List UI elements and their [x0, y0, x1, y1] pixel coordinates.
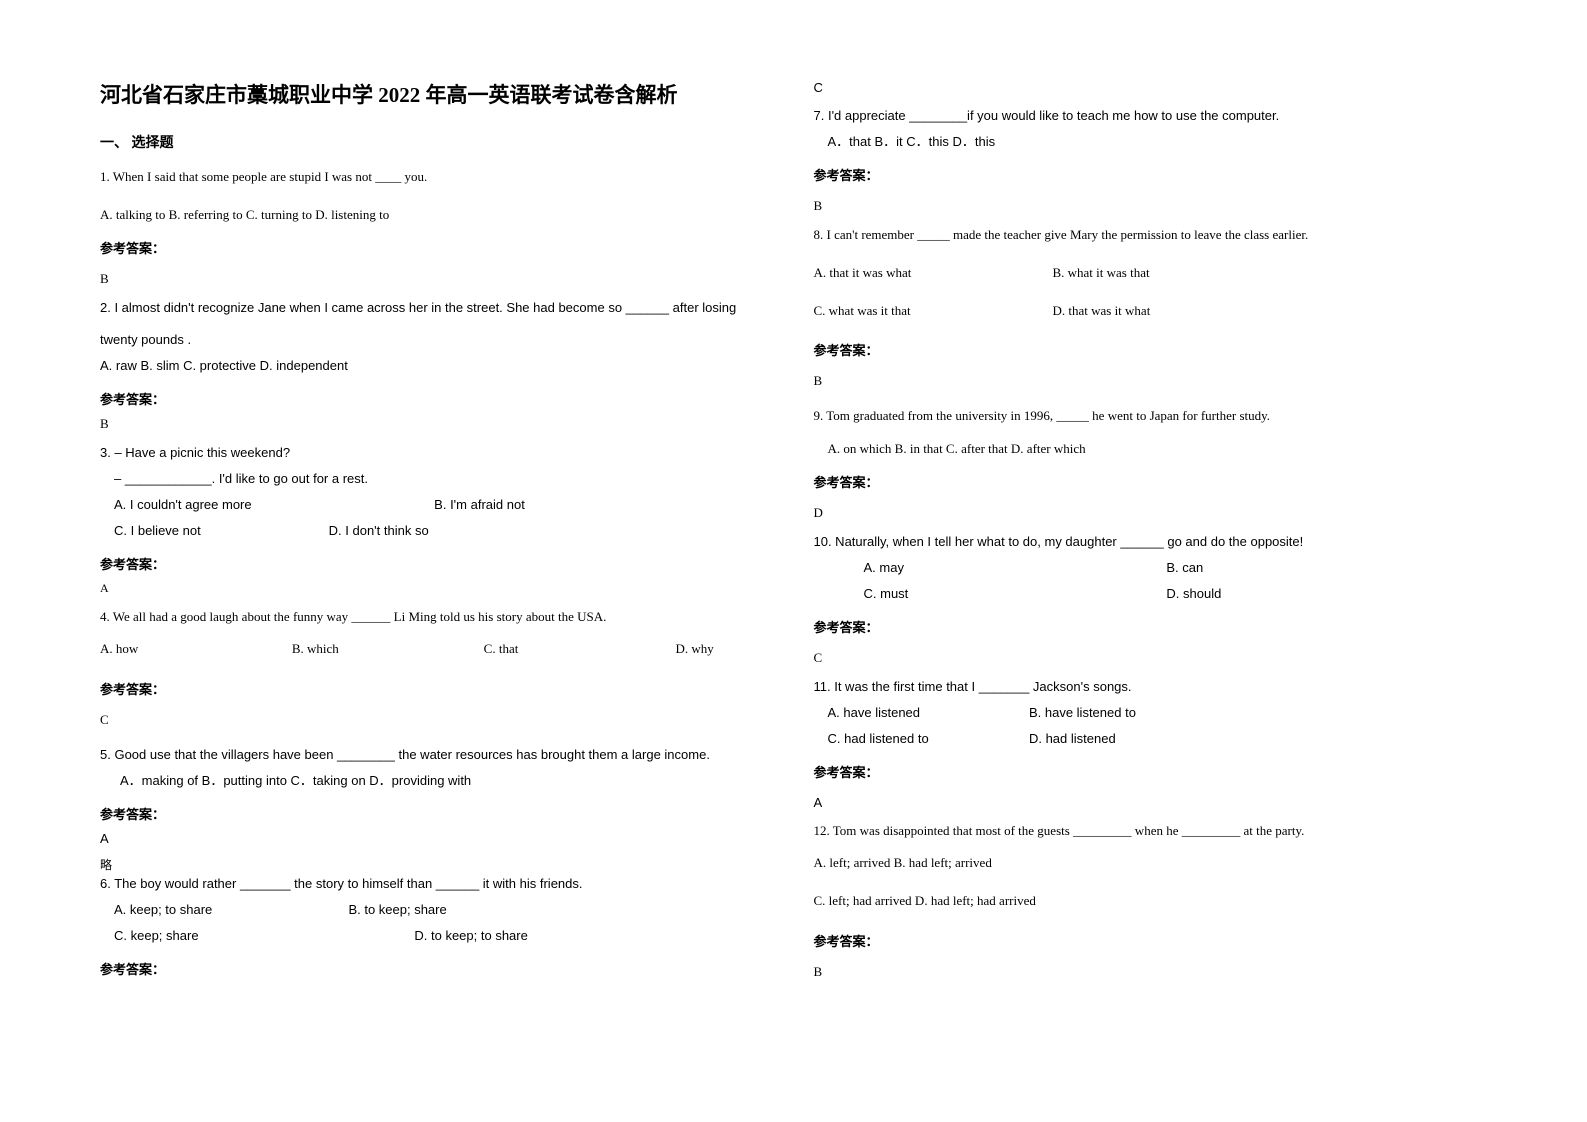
q6-text: 6. The boy would rather _______ the stor… [100, 873, 774, 895]
q8-text: 8. I can't remember _____ made the teach… [814, 224, 1488, 246]
answer-label: 参考答案： [100, 238, 774, 257]
answer-label: 参考答案： [100, 959, 774, 978]
q3-text: 3. – Have a picnic this weekend? [100, 442, 774, 464]
q11-text: 11. It was the first time that I _______… [814, 676, 1488, 698]
q11-answer: A [814, 795, 1488, 810]
q8-answer: B [814, 373, 1488, 389]
answer-label: 参考答案： [814, 617, 1488, 636]
q3-options-row2: C. I believe not D. I don't think so [100, 520, 774, 542]
q9-options: A. on which B. in that C. after that D. … [814, 438, 1488, 460]
q6-options-row2: C. keep; share D. to keep; to share [100, 925, 774, 947]
question-2: 2. I almost didn't recognize Jane when I… [100, 297, 774, 381]
q8-options-row2: C. what was it that D. that was it what [814, 300, 1488, 322]
answer-label: 参考答案： [100, 554, 774, 573]
q1-answer: B [100, 271, 774, 287]
q11-optC: C. had listened to [828, 728, 1026, 750]
question-5: 5. Good use that the villagers have been… [100, 744, 774, 796]
q3-optD: D. I don't think so [329, 523, 429, 538]
q4-optD: D. why [675, 641, 713, 656]
q12-text: 12. Tom was disappointed that most of th… [814, 820, 1488, 842]
q3-optB: B. I'm afraid not [434, 497, 525, 512]
q1-options: A. talking to B. referring to C. turning… [100, 204, 774, 226]
q10-optC: C. must [864, 583, 1163, 605]
q6-answer: C [814, 80, 1488, 95]
q6-optA: A. keep; to share [114, 899, 345, 921]
q8-options-row1: A. that it was what B. what it was that [814, 262, 1488, 284]
answer-label: 参考答案： [814, 762, 1488, 781]
q3-text2: – ____________. I'd like to go out for a… [100, 468, 774, 490]
q3-options-row1: A. I couldn't agree more B. I'm afraid n… [100, 494, 774, 516]
q11-options-row1: A. have listened B. have listened to [814, 702, 1488, 724]
right-column: C 7. I'd appreciate ________if you would… [814, 80, 1488, 1082]
q11-optA: A. have listened [828, 702, 1026, 724]
answer-label: 参考答案： [814, 472, 1488, 491]
answer-label: 参考答案： [814, 931, 1488, 950]
q7-answer: B [814, 198, 1488, 214]
q8-optC: C. what was it that [814, 300, 1050, 322]
question-10: 10. Naturally, when I tell her what to d… [814, 531, 1488, 609]
q4-text: 4. We all had a good laugh about the fun… [100, 606, 774, 628]
q12-answer: B [814, 964, 1488, 980]
q2-text: 2. I almost didn't recognize Jane when I… [100, 297, 774, 319]
q2-options: A. raw B. slim C. protective D. independ… [100, 355, 774, 377]
q7-text: 7. I'd appreciate ________if you would l… [814, 105, 1488, 127]
q10-answer: C [814, 650, 1488, 666]
q11-optD: D. had listened [1029, 731, 1116, 746]
question-1: 1. When I said that some people are stup… [100, 166, 774, 230]
q12-options-line1: A. left; arrived B. had left; arrived [814, 852, 1488, 874]
q12-options-line2: C. left; had arrived D. had left; had ar… [814, 890, 1488, 912]
q6-optB: B. to keep; share [348, 902, 446, 917]
question-3: 3. – Have a picnic this weekend? – _____… [100, 442, 774, 546]
q10-options-row1: A. may B. can [814, 557, 1488, 579]
q10-options-row2: C. must D. should [814, 583, 1488, 605]
question-8: 8. I can't remember _____ made the teach… [814, 224, 1488, 326]
q4-optA: A. how [100, 638, 289, 660]
question-12: 12. Tom was disappointed that most of th… [814, 820, 1488, 916]
q9-text: 9. Tom graduated from the university in … [814, 405, 1488, 427]
section-header: 一、 选择题 [100, 132, 774, 152]
q6-optC: C. keep; share [114, 925, 411, 947]
question-7: 7. I'd appreciate ________if you would l… [814, 105, 1488, 157]
question-4: 4. We all had a good laugh about the fun… [100, 606, 774, 664]
q5-text: 5. Good use that the villagers have been… [100, 744, 774, 766]
q3-answer: A [100, 581, 774, 596]
answer-label: 参考答案： [814, 165, 1488, 184]
q4-optC: C. that [484, 638, 673, 660]
q4-options: A. how B. which C. that D. why [100, 638, 774, 660]
question-6: 6. The boy would rather _______ the stor… [100, 873, 774, 951]
q8-optA: A. that it was what [814, 262, 1050, 284]
q1-text: 1. When I said that some people are stup… [100, 166, 774, 188]
q2-text2: twenty pounds . [100, 329, 774, 351]
q8-optB: B. what it was that [1052, 265, 1149, 280]
q7-options: A．that B．it C．this D．this [814, 131, 1488, 153]
left-column: 河北省石家庄市藁城职业中学 2022 年高一英语联考试卷含解析 一、 选择题 1… [100, 80, 774, 1082]
q9-answer: D [814, 505, 1488, 521]
q11-optB: B. have listened to [1029, 705, 1136, 720]
question-9: 9. Tom graduated from the university in … [814, 405, 1488, 463]
q2-answer: B [100, 416, 774, 432]
skip-note: 略 [100, 856, 774, 873]
q4-answer: C [100, 712, 774, 728]
q8-optD: D. that was it what [1052, 303, 1150, 318]
q3-optC: C. I believe not [114, 520, 325, 542]
q11-options-row2: C. had listened to D. had listened [814, 728, 1488, 750]
q10-optA: A. may [864, 557, 1163, 579]
answer-label: 参考答案： [100, 804, 774, 823]
q5-answer: A [100, 831, 774, 846]
answer-label: 参考答案： [100, 679, 774, 698]
page-title: 河北省石家庄市藁城职业中学 2022 年高一英语联考试卷含解析 [100, 80, 774, 112]
q10-optD: D. should [1166, 586, 1221, 601]
q5-options: A．making of B．putting into C．taking on D… [100, 770, 774, 792]
answer-label: 参考答案： [814, 340, 1488, 359]
q10-text: 10. Naturally, when I tell her what to d… [814, 531, 1488, 553]
q6-optD: D. to keep; to share [414, 928, 527, 943]
q4-optB: B. which [292, 638, 481, 660]
question-11: 11. It was the first time that I _______… [814, 676, 1488, 754]
answer-label: 参考答案： [100, 389, 774, 408]
q3-optA: A. I couldn't agree more [114, 494, 431, 516]
q10-optB: B. can [1166, 560, 1203, 575]
q6-options-row1: A. keep; to share B. to keep; share [100, 899, 774, 921]
